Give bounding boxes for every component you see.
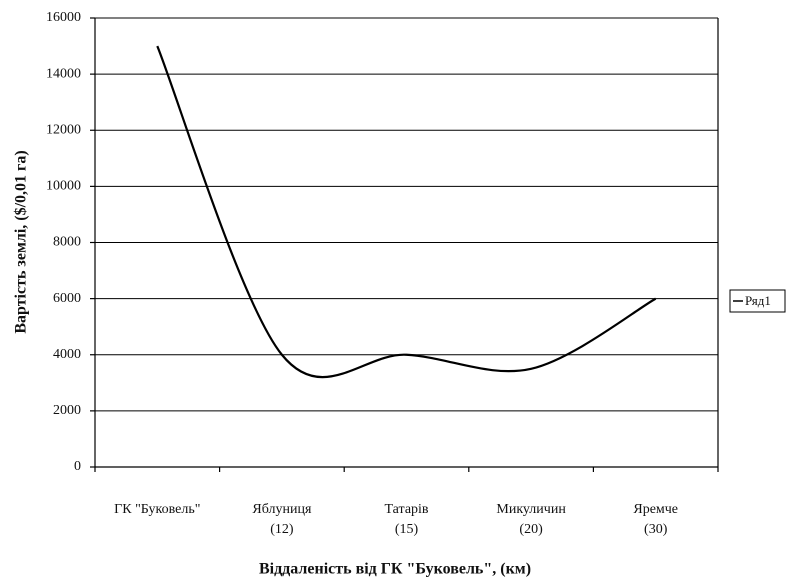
y-tick-label: 12000 [46,122,81,137]
y-tick-label: 14000 [46,66,81,81]
y-tick-label: 8000 [53,235,81,250]
y-tick-label: 10000 [46,179,81,194]
y-tick-label: 0 [74,459,81,474]
x-tick-label: (12) [270,522,294,537]
y-tick-label: 6000 [53,291,81,306]
y-tick-label: 16000 [46,10,81,25]
y-tick-label: 2000 [53,403,81,418]
legend-label: Ряд1 [745,293,771,308]
x-tick-label: ГК "Буковель" [114,502,200,517]
x-tick-label: Микуличин [496,502,566,517]
x-tick-label: Яблуниця [252,502,312,517]
x-tick-label: (15) [395,522,419,537]
data-line [156,45,657,379]
x-tick-label: (30) [644,522,668,537]
x-tick-label: Яремче [633,502,678,517]
x-tick-label: (20) [519,522,543,537]
legend-box [729,289,786,313]
x-tick-label: Татарів [384,502,428,517]
y-tick-label: 4000 [53,347,81,362]
x-axis-label: Віддаленість від ГК "Буковель", (км) [259,561,531,578]
y-axis-label: Вартість землі, ($/0,01 га) [13,150,30,333]
